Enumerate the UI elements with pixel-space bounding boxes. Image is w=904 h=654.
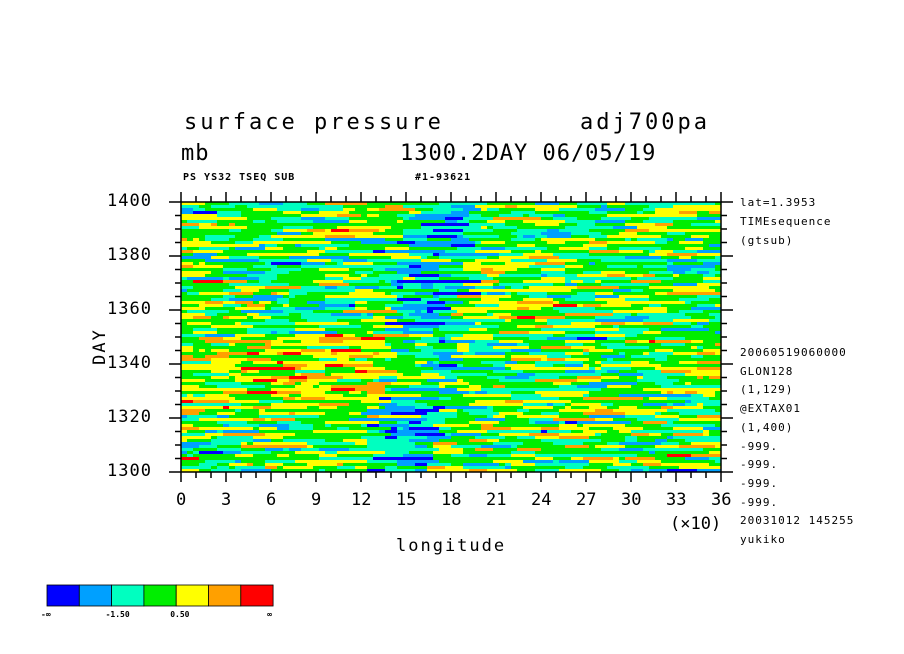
colorbar-swatch bbox=[208, 584, 242, 607]
y-tick-label: 1340 bbox=[107, 353, 152, 373]
colorbar-label: ∞ bbox=[267, 610, 272, 619]
colorbar-swatch bbox=[46, 584, 80, 607]
x-axis-label: longitude bbox=[396, 536, 507, 556]
run-name: adj700pa bbox=[580, 110, 710, 135]
y-tick-label: 1360 bbox=[107, 299, 152, 319]
info-line: (1,400) bbox=[740, 420, 794, 434]
info-line: -999. bbox=[740, 495, 779, 509]
colorbar-swatch bbox=[143, 584, 177, 607]
info-line: GLON128 bbox=[740, 364, 794, 378]
id-left: PS YS32 TSEQ SUB bbox=[183, 172, 296, 183]
x-tick-label: 24 bbox=[531, 490, 552, 510]
x-tick-label: 30 bbox=[621, 490, 642, 510]
colorbar bbox=[46, 584, 274, 607]
info-line: lat=1.3953 bbox=[740, 196, 817, 209]
y-tick-label: 1320 bbox=[107, 407, 152, 427]
x-tick-label: 18 bbox=[441, 490, 462, 510]
y-tick-label: 1300 bbox=[107, 461, 152, 481]
colorbar-label: 0.50 bbox=[170, 610, 190, 619]
x-tick-label: 9 bbox=[311, 490, 322, 510]
info-line: 20031012 145255 bbox=[740, 514, 855, 528]
x-multiplier: (×10) bbox=[670, 514, 722, 534]
colorbar-swatch bbox=[175, 584, 209, 607]
x-tick-label: 15 bbox=[396, 490, 417, 510]
y-tick-label: 1400 bbox=[107, 191, 152, 211]
info-line: TIMEsequence bbox=[740, 215, 832, 228]
info-line: @EXTAX01 bbox=[740, 402, 801, 416]
info-line: (1,129) bbox=[740, 383, 794, 397]
x-tick-label: 3 bbox=[221, 490, 232, 510]
id-right: #1-93621 bbox=[415, 172, 472, 183]
x-tick-label: 6 bbox=[266, 490, 277, 510]
info-line: yukiko bbox=[740, 533, 786, 546]
info-line: -999. bbox=[740, 458, 779, 472]
info-line: -999. bbox=[740, 476, 779, 490]
chart-title: surface pressure bbox=[184, 110, 444, 135]
info-line: 20060519060000 bbox=[740, 346, 847, 359]
colorbar-swatch bbox=[111, 584, 145, 607]
axis-ticks bbox=[169, 192, 733, 482]
colorbar-swatch bbox=[240, 584, 274, 607]
x-tick-label: 12 bbox=[351, 490, 372, 510]
x-tick-label: 33 bbox=[666, 490, 687, 510]
pressure-field bbox=[181, 202, 721, 472]
unit-label: mb bbox=[181, 141, 210, 166]
x-tick-label: 36 bbox=[711, 490, 732, 510]
info-line: (gtsub) bbox=[740, 234, 794, 247]
x-tick-label: 21 bbox=[486, 490, 507, 510]
colorbar-label: -∞ bbox=[41, 610, 51, 619]
time-label: 1300.2DAY 06/05/19 bbox=[400, 141, 657, 166]
colorbar-swatch bbox=[78, 584, 113, 607]
x-tick-label: 0 bbox=[176, 490, 187, 510]
x-tick-label: 27 bbox=[576, 490, 597, 510]
y-tick-label: 1380 bbox=[107, 245, 152, 265]
info-line: -999. bbox=[740, 439, 779, 453]
colorbar-label: -1.50 bbox=[105, 610, 130, 619]
